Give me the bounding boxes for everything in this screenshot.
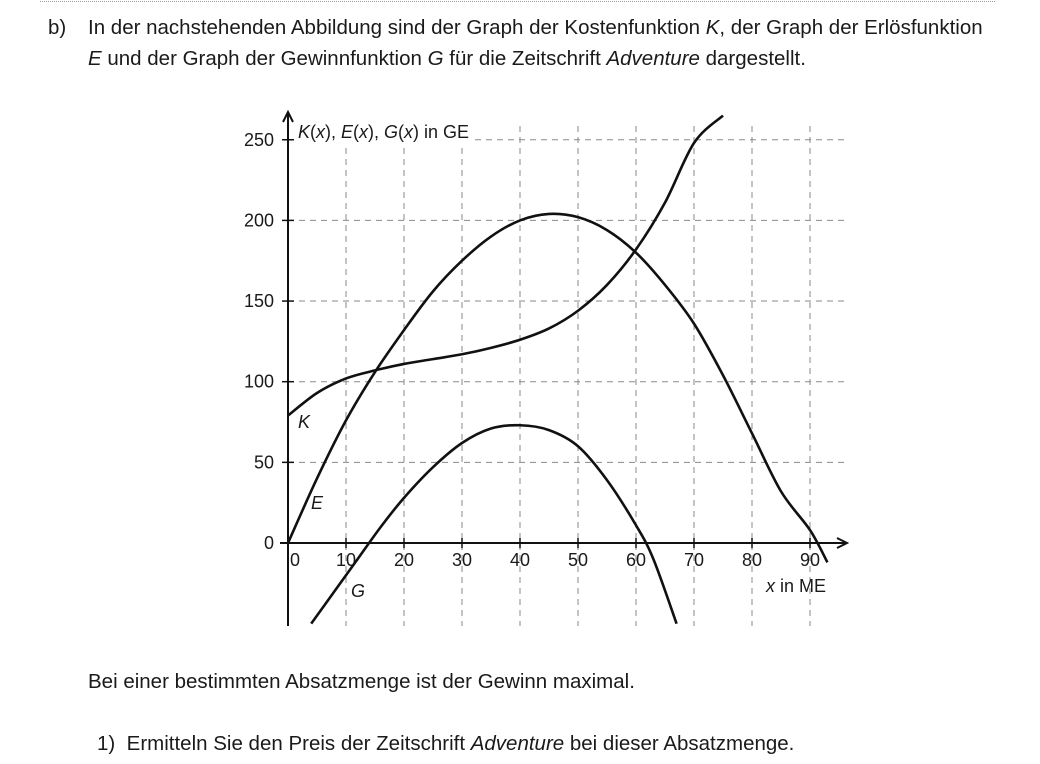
task-text-part: Adventure — [606, 47, 700, 70]
y-axis-title-part: x — [358, 122, 369, 142]
top-divider — [40, 1, 995, 2]
y-axis-title-part: G — [384, 122, 398, 142]
y-axis-title-part: ) in GE — [413, 122, 469, 142]
task-text-part: dargestellt. — [699, 47, 806, 70]
task-text-part: E — [88, 47, 102, 70]
curves — [286, 114, 829, 625]
curve-g — [310, 423, 678, 625]
y-axis-title-part: ), — [325, 122, 341, 142]
task-text-part: K — [705, 16, 720, 39]
question-text-part: Ermitteln Sie den Preis der Zeitschrift — [126, 732, 471, 755]
question: 1) Ermitteln Sie den Preis der Zeitschri… — [97, 732, 794, 756]
y-axis-title-part: ), — [368, 122, 384, 142]
curve-k — [287, 114, 724, 417]
task-text-part: , der Graph der Erlösfunktion — [719, 16, 983, 39]
curve-label-g: G — [351, 581, 365, 601]
y-axis-title-part: K — [298, 122, 311, 142]
question-text: Ermitteln Sie den Preis der Zeitschrift … — [127, 732, 795, 755]
task-text: In der nachstehenden Abbildung sind der … — [88, 12, 993, 74]
y-tick-label: 200 — [244, 210, 274, 230]
y-axis-title-backing — [295, 121, 473, 143]
ticks: 0 10 20 30 40 50 60 70 80 90 0 50 100 150 200 250 — [244, 130, 820, 570]
task-text-part: G — [427, 47, 444, 70]
y-axis-title: K(x), E(x), G(x) in GE — [298, 122, 469, 142]
x-axis-arrow — [836, 537, 850, 549]
y-tick-label: 100 — [244, 372, 274, 392]
y-axis-title-part: x — [403, 122, 414, 142]
x-tick-label: 40 — [510, 550, 530, 570]
task-text-part: und der Graph der Gewinnfunktion — [101, 47, 428, 70]
task-label: b) — [48, 16, 67, 39]
x-tick-label: 30 — [452, 550, 472, 570]
x-tick-label: 60 — [626, 550, 646, 570]
curve-e — [286, 212, 829, 563]
y-tick-label: 0 — [264, 533, 274, 553]
y-tick-label: 50 — [254, 452, 274, 472]
x-axis-title: x in ME — [765, 576, 826, 596]
curve-label-e: E — [311, 493, 324, 513]
y-axis-title-part: ( — [398, 122, 404, 142]
curve-label-k: K — [298, 412, 311, 432]
y-axis-title-part: x — [315, 122, 326, 142]
task-text-part: für die Zeitschrift — [443, 47, 607, 70]
y-tick-label: 250 — [244, 130, 274, 150]
paragraph: Bei einer bestimmten Absatzmenge ist der… — [88, 670, 635, 693]
y-axis-title-part: ( — [310, 122, 316, 142]
x-tick-label: 80 — [742, 550, 762, 570]
x-tick-label: 10 — [336, 550, 356, 570]
x-tick-label: 0 — [290, 550, 300, 570]
y-axis-arrow — [282, 109, 294, 123]
x-axis-title-part: in ME — [775, 576, 826, 596]
question-number: 1) — [97, 732, 116, 755]
x-axis-title-part: x — [765, 576, 776, 596]
x-tick-label: 20 — [394, 550, 414, 570]
x-tick-label: 70 — [684, 550, 704, 570]
y-axis-title-part: ( — [353, 122, 359, 142]
y-axis-title-part: E — [341, 122, 354, 142]
task-text-part: In der nachstehenden Abbildung sind der … — [88, 16, 706, 39]
question-text-part: Adventure — [470, 732, 565, 755]
question-text-part: bei dieser Absatzmenge. — [564, 732, 795, 755]
y-tick-label: 150 — [244, 291, 274, 311]
x-tick-label: 90 — [800, 550, 820, 570]
x-tick-label: 50 — [568, 550, 588, 570]
